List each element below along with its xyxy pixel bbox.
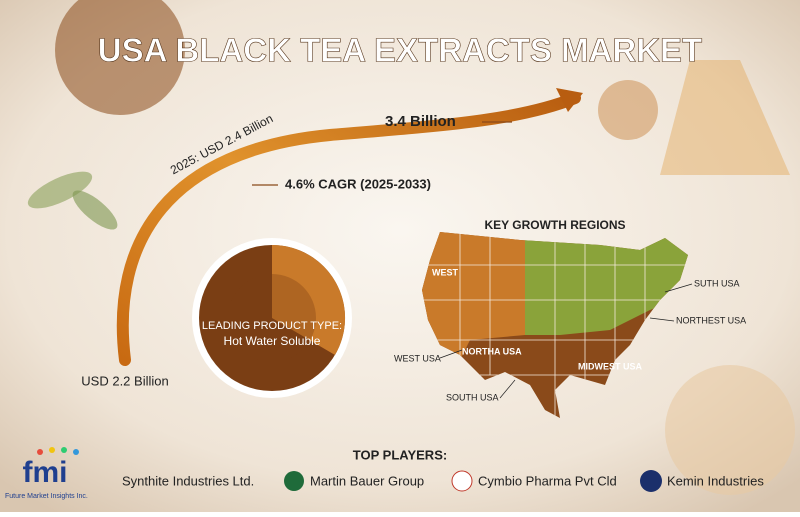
product-heading: LEADING PRODUCT TYPE: <box>202 320 342 332</box>
tea-cup <box>665 365 795 495</box>
arrow-head <box>556 88 583 112</box>
tea-cup <box>598 80 658 140</box>
region-label: SOUTH USA <box>446 392 499 402</box>
region-label: MIDWEST USA <box>578 361 642 371</box>
donut-hole <box>228 274 316 362</box>
player-logo <box>284 471 304 491</box>
player: Synthite Industries Ltd. <box>122 473 254 488</box>
logo-dots <box>37 447 79 455</box>
player-logo <box>451 470 473 492</box>
west-region <box>422 232 525 370</box>
logo-mark: fmi <box>23 456 68 489</box>
flask <box>660 60 790 175</box>
region-label: SUTH USA <box>694 278 740 288</box>
region-label: NORTHA USA <box>462 346 522 356</box>
region-label: WEST <box>432 267 459 277</box>
map-title: KEY GROWTH REGIONS <box>484 218 625 232</box>
players-title: TOP PLAYERS: <box>353 447 447 462</box>
title: USA BLACK TEA EXTRACTS MARKET <box>98 32 702 69</box>
player-logo <box>640 470 662 492</box>
product-name: Hot Water Soluble <box>224 334 321 348</box>
cagr: 4.6% CAGR (2025-2033) <box>285 176 431 191</box>
tea-cup <box>55 0 185 115</box>
donut-segment <box>272 244 346 355</box>
player: Cymbio Pharma Pvt Cld <box>478 473 617 488</box>
start-value: USD 2.2 Billion <box>81 373 168 388</box>
region-label: NORTHEST USA <box>676 315 746 325</box>
leaf <box>72 190 118 230</box>
leaf <box>27 171 93 209</box>
player: Kemin Industries <box>667 473 764 488</box>
logo-caption: Future Market Insights Inc. <box>5 493 88 500</box>
growth-arrow <box>116 92 581 366</box>
player: Martin Bauer Group <box>310 473 424 488</box>
end-value: 3.4 Billion <box>385 113 456 130</box>
region-label: WEST USA <box>394 353 441 363</box>
